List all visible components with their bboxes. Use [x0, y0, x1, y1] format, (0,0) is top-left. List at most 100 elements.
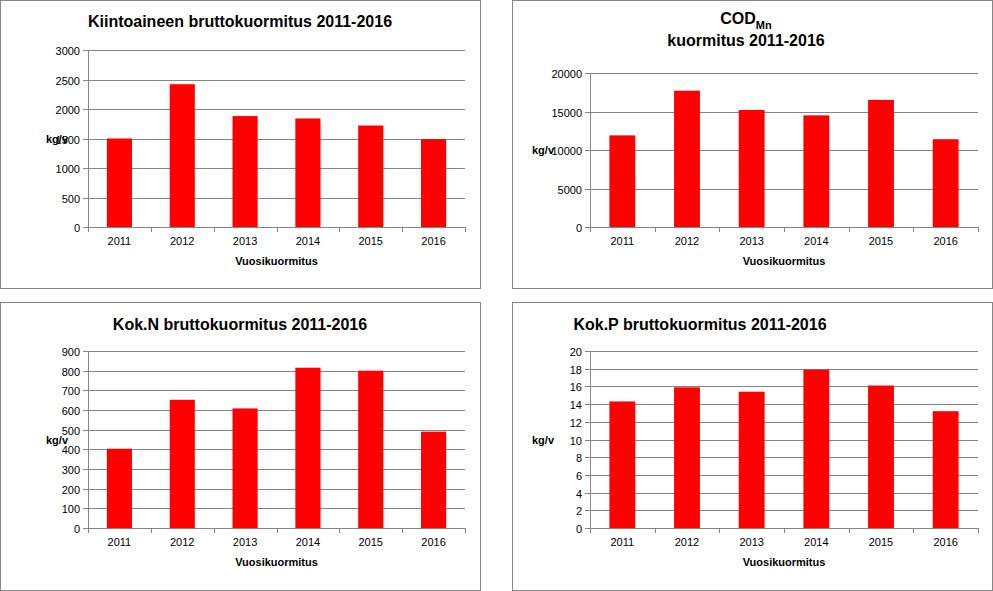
y-tick — [585, 475, 590, 476]
bar — [421, 432, 446, 528]
y-tick-label: 900 — [62, 346, 80, 358]
grid-line — [590, 510, 978, 511]
x-tick — [849, 227, 850, 232]
x-axis-title: Vuosikuormitus — [235, 556, 318, 568]
bar — [358, 371, 383, 528]
x-tick — [465, 528, 466, 533]
y-tick — [585, 189, 590, 190]
x-tick-label: 2011 — [108, 536, 132, 548]
bar — [233, 408, 258, 528]
y-axis-line — [88, 351, 89, 528]
y-tick-label: 5000 — [558, 184, 582, 196]
chart-title: Kok.N bruttokuormitus 2011-2016 — [113, 316, 367, 333]
bar — [170, 400, 195, 528]
y-tick-label: 2000 — [56, 104, 80, 116]
panel-frame — [1, 1, 481, 289]
grid-line — [88, 198, 465, 199]
bars — [107, 84, 446, 227]
x-tick-label: 2016 — [933, 235, 957, 247]
grid-line — [590, 475, 978, 476]
bar — [421, 139, 446, 227]
panel-frame — [513, 303, 993, 591]
grid-line — [88, 80, 465, 81]
bars — [107, 368, 446, 528]
y-tick-label: 3000 — [56, 45, 80, 57]
grid-line — [590, 422, 978, 423]
chart-panel: 0500010000150002000020112012201320142015… — [513, 1, 993, 289]
grid-line — [88, 449, 465, 450]
y-tick-label: 4 — [576, 488, 582, 500]
y-tick — [83, 410, 88, 411]
y-tick — [585, 150, 590, 151]
y-tick-label: 14 — [570, 399, 582, 411]
y-tick-label: 300 — [62, 464, 80, 476]
grid-line — [88, 50, 465, 51]
x-tick-label: 2012 — [170, 536, 194, 548]
x-axis-title: Vuosikuormitus — [235, 255, 318, 267]
x-tick-label: 2011 — [108, 235, 132, 247]
y-tick — [83, 351, 88, 352]
x-tick — [339, 528, 340, 533]
x-tick — [849, 528, 850, 533]
grid-line — [88, 528, 465, 529]
y-tick-label: 8 — [576, 452, 582, 464]
x-tick-label: 2014 — [296, 235, 320, 247]
y-axis-title: kg/v — [46, 133, 69, 145]
x-tick-label: 2013 — [739, 536, 763, 548]
x-axis-line — [88, 227, 465, 228]
x-axis-title: Vuosikuormitus — [743, 556, 826, 568]
x-tick — [402, 528, 403, 533]
grid-line — [590, 457, 978, 458]
x-tick-label: 2015 — [869, 536, 893, 548]
y-tick — [83, 50, 88, 51]
bar — [233, 116, 258, 227]
bar — [868, 386, 894, 528]
y-tick — [585, 351, 590, 352]
grid-line — [88, 469, 465, 470]
grid-line — [590, 493, 978, 494]
y-tick-label: 10 — [570, 435, 582, 447]
y-tick — [83, 371, 88, 372]
x-tick — [655, 227, 656, 232]
x-tick — [590, 227, 591, 232]
chart-figure: 0500100015002000250030002011201220132014… — [0, 0, 993, 591]
grid-line — [590, 386, 978, 387]
grid-line — [590, 440, 978, 441]
y-tick — [585, 386, 590, 387]
chart-subtitle: kuormitus 2011-2016 — [667, 32, 825, 49]
x-tick — [151, 227, 152, 232]
y-tick-label: 500 — [62, 193, 80, 205]
x-tick — [214, 227, 215, 232]
x-tick — [719, 528, 720, 533]
y-tick — [83, 449, 88, 450]
y-tick — [83, 508, 88, 509]
y-axis-title: kg/v — [46, 434, 69, 446]
grid-line — [590, 150, 978, 151]
y-tick-label: 700 — [62, 385, 80, 397]
grid-line — [590, 73, 978, 74]
x-tick-label: 2016 — [421, 235, 445, 247]
bar — [933, 139, 959, 227]
y-tick — [83, 430, 88, 431]
y-tick — [585, 369, 590, 370]
y-tick — [585, 440, 590, 441]
x-axis-line — [88, 528, 465, 529]
bar — [609, 135, 635, 227]
y-tick — [585, 422, 590, 423]
y-tick-label: 1000 — [56, 163, 80, 175]
y-tick — [83, 109, 88, 110]
chart-panel: 0500100015002000250030002011201220132014… — [1, 1, 481, 289]
bar — [933, 411, 959, 528]
x-tick — [913, 227, 914, 232]
grid-line — [88, 489, 465, 490]
x-tick — [88, 528, 89, 533]
y-tick-label: 20 — [570, 346, 582, 358]
y-tick — [83, 390, 88, 391]
bar — [609, 401, 635, 528]
y-tick — [83, 227, 88, 228]
y-tick — [585, 510, 590, 511]
title-text: Kok.P bruttokuormitus 2011-2016 — [573, 316, 826, 333]
x-tick-label: 2013 — [739, 235, 763, 247]
x-tick — [277, 227, 278, 232]
x-tick-label: 2011 — [611, 536, 635, 548]
